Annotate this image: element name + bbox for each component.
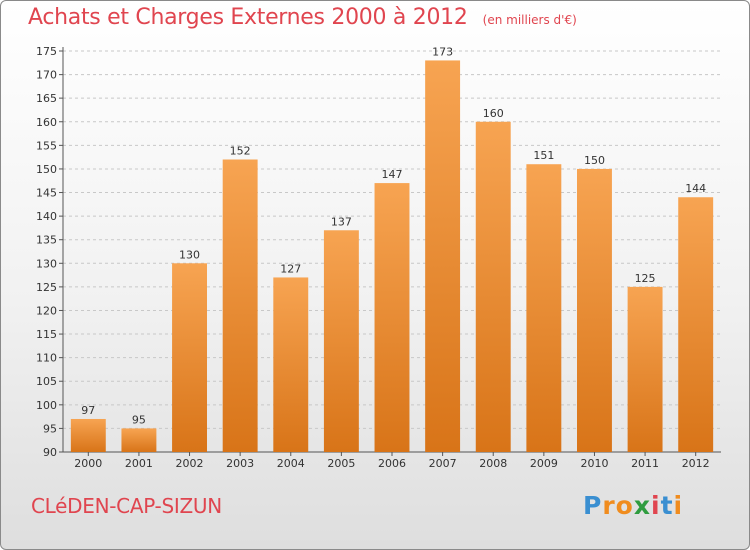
logo-letter: P bbox=[583, 491, 603, 520]
bar bbox=[273, 277, 309, 452]
x-tick-label: 2006 bbox=[378, 457, 406, 470]
data-label: 127 bbox=[280, 262, 301, 275]
y-tick-label: 95 bbox=[43, 422, 57, 435]
data-label: 150 bbox=[584, 154, 605, 167]
data-label: 97 bbox=[81, 404, 95, 417]
x-tick-label: 2008 bbox=[479, 457, 507, 470]
commune-name: CLéDEN-CAP-SIZUN bbox=[31, 494, 222, 518]
bar bbox=[678, 197, 714, 452]
chart-title: Achats et Charges Externes 2000 à 2012 bbox=[28, 5, 468, 30]
x-tick-label: 2009 bbox=[530, 457, 558, 470]
y-tick-label: 110 bbox=[36, 352, 57, 365]
y-tick-label: 145 bbox=[36, 187, 57, 200]
bar bbox=[425, 60, 461, 452]
y-tick-label: 90 bbox=[43, 446, 57, 459]
logo-letter: x bbox=[633, 491, 651, 520]
x-tick-label: 2007 bbox=[429, 457, 457, 470]
data-label: 144 bbox=[685, 182, 706, 195]
y-tick-label: 105 bbox=[36, 375, 57, 388]
x-tick-label: 2010 bbox=[580, 457, 608, 470]
chart-subtitle: (en milliers d'€) bbox=[482, 13, 577, 27]
y-tick-label: 165 bbox=[36, 92, 57, 105]
bar bbox=[475, 121, 511, 452]
proxiti-logo: Proxiti bbox=[583, 491, 683, 520]
y-tick-label: 175 bbox=[36, 45, 57, 58]
y-tick-label: 160 bbox=[36, 116, 57, 129]
data-label: 137 bbox=[331, 215, 352, 228]
y-tick-label: 120 bbox=[36, 304, 57, 317]
logo-letter: t bbox=[660, 491, 674, 520]
x-tick-label: 2003 bbox=[226, 457, 254, 470]
logo-letter: r bbox=[602, 491, 616, 520]
data-label: 95 bbox=[132, 413, 146, 426]
data-label: 147 bbox=[382, 168, 403, 181]
y-tick-label: 135 bbox=[36, 234, 57, 247]
bar bbox=[576, 168, 612, 453]
title-line: Achats et Charges Externes 2000 à 2012 (… bbox=[28, 5, 577, 30]
y-tick-label: 100 bbox=[36, 399, 57, 412]
y-tick-label: 170 bbox=[36, 69, 57, 82]
bar bbox=[323, 230, 359, 452]
x-tick-label: 2004 bbox=[277, 457, 305, 470]
bar bbox=[172, 263, 208, 452]
data-label: 160 bbox=[483, 107, 504, 120]
x-tick-label: 2011 bbox=[631, 457, 659, 470]
bar bbox=[627, 286, 663, 452]
bar bbox=[70, 418, 106, 452]
data-label: 151 bbox=[533, 149, 554, 162]
y-tick-label: 125 bbox=[36, 281, 57, 294]
y-tick-label: 155 bbox=[36, 139, 57, 152]
data-label: 125 bbox=[635, 272, 656, 285]
data-label: 173 bbox=[432, 45, 453, 58]
y-tick-label: 150 bbox=[36, 163, 57, 176]
logo-letter: i bbox=[673, 491, 684, 520]
bar bbox=[374, 183, 410, 452]
y-tick-label: 115 bbox=[36, 328, 57, 341]
data-label: 152 bbox=[230, 145, 251, 158]
logo-letter: i bbox=[651, 491, 661, 520]
bar bbox=[526, 164, 562, 453]
x-tick-label: 2012 bbox=[682, 457, 710, 470]
x-tick-label: 2001 bbox=[125, 457, 153, 470]
y-tick-label: 130 bbox=[36, 257, 57, 270]
x-tick-label: 2005 bbox=[327, 457, 355, 470]
x-tick-label: 2000 bbox=[74, 457, 102, 470]
x-tick-label: 2002 bbox=[176, 457, 204, 470]
data-label: 130 bbox=[179, 248, 200, 261]
bar bbox=[121, 428, 157, 452]
y-tick-label: 140 bbox=[36, 210, 57, 223]
bar bbox=[222, 159, 258, 452]
logo-letter: o bbox=[615, 491, 634, 520]
